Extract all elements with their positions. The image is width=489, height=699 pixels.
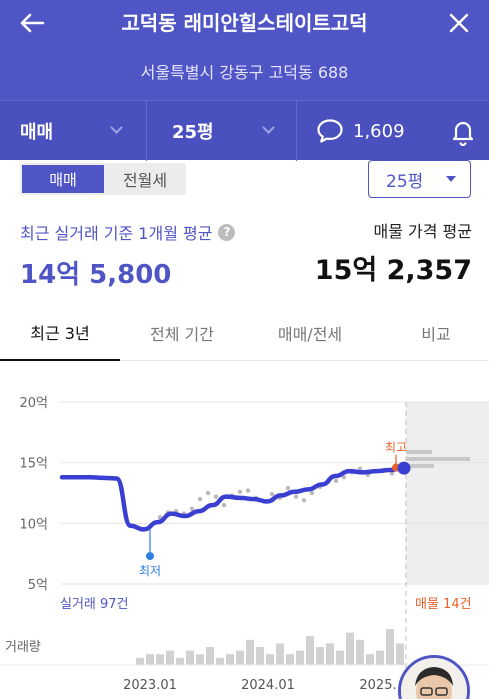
- trade-dot: [301, 498, 307, 503]
- listing-range-bar: [406, 450, 432, 454]
- volume-bar: [166, 650, 174, 665]
- size-select[interactable]: 25평: [172, 101, 282, 161]
- tab-all-period[interactable]: 전체 기간: [150, 325, 214, 344]
- trade-dot: [357, 466, 363, 471]
- x-tick-label: 2023.01: [123, 678, 177, 693]
- trade-price-line: [59, 465, 407, 532]
- current-marker: [397, 461, 411, 475]
- speech-bubble-icon: [316, 118, 344, 144]
- trade-dot: [341, 475, 347, 480]
- trade-count-label: 실거래 97건: [60, 597, 129, 612]
- trade-dot: [189, 506, 195, 511]
- arrow-left-icon[interactable]: [16, 8, 48, 38]
- volume-bar: [326, 643, 334, 665]
- tab-recent-3y[interactable]: 최근 3년: [0, 305, 120, 361]
- close-icon[interactable]: [443, 8, 475, 38]
- period-tabs: 최근 3년 전체 기간 매매/전세 비교: [0, 305, 489, 361]
- comments-count: 1,609: [353, 120, 405, 142]
- volume-bar: [146, 654, 154, 665]
- volume-bar: [256, 647, 264, 665]
- volume-bar: [186, 650, 194, 665]
- divider: [146, 101, 147, 161]
- y-tick-label: 10억: [19, 517, 48, 532]
- volume-bar: [316, 647, 324, 665]
- volume-bar: [246, 639, 254, 665]
- size-label: 25평: [172, 122, 214, 143]
- listing-count-label: 매물 14건: [415, 597, 472, 612]
- y-tick-label: 15억: [19, 457, 48, 472]
- toggle-rent[interactable]: 전월세: [122, 171, 168, 190]
- chevron-down-icon: [110, 121, 123, 134]
- volume-bar: [306, 636, 314, 665]
- trade-type-label: 매매: [20, 122, 54, 143]
- listing-zone: [406, 402, 489, 584]
- volume-bar: [396, 643, 404, 665]
- recent-avg-value: 14억 5,800: [20, 260, 172, 290]
- trade-dot: [269, 492, 275, 497]
- area-dropdown-value: 25평: [386, 171, 424, 192]
- volume-bar: [156, 654, 164, 665]
- volume-bar: [226, 654, 234, 665]
- trade-dot: [221, 502, 227, 508]
- listing-range-bar: [406, 464, 434, 468]
- high-label: 최고: [385, 441, 407, 455]
- trade-dot: [293, 494, 299, 499]
- volume-bar: [136, 657, 144, 665]
- bell-icon[interactable]: [450, 118, 476, 150]
- trade-dot: [213, 494, 219, 499]
- trade-dot: [333, 478, 339, 484]
- volume-bar: [286, 654, 294, 665]
- trade-dot: [237, 489, 243, 494]
- help-icon[interactable]: ?: [218, 223, 236, 241]
- volume-bar: [386, 629, 394, 665]
- volume-bar: [376, 650, 384, 665]
- filter-bar: 매매 25평 1,609: [0, 100, 489, 161]
- volume-label: 거래량: [5, 640, 41, 655]
- caret-down-icon: [446, 176, 456, 182]
- address-text: 서울특별시 강동구 고덕동 688: [140, 63, 349, 82]
- trade-toggle: 매매 전월세: [20, 163, 186, 195]
- page-title: 고덕동 래미안힐스테이트고덕: [121, 11, 368, 35]
- x-tick-label: 2024.01: [241, 678, 295, 693]
- volume-bar: [236, 650, 244, 665]
- volume-bar: [266, 654, 274, 665]
- volume-bar: [196, 654, 204, 665]
- volume-bar: [276, 643, 284, 665]
- recent-avg-label-row: 최근 실거래 기준 1개월 평균 ?: [20, 220, 236, 244]
- app-header: 고덕동 래미안힐스테이트고덕 서울특별시 강동구 고덕동 688: [0, 0, 489, 100]
- low-marker: [146, 552, 154, 561]
- volume-bar: [356, 639, 364, 665]
- volume-bar: [296, 650, 304, 665]
- tab-compare[interactable]: 비교: [421, 325, 451, 344]
- listing-avg-value: 15억 2,357: [314, 255, 472, 286]
- trade-dot: [309, 490, 315, 496]
- trade-dot: [285, 485, 291, 491]
- volume-bar: [206, 647, 214, 665]
- comments-button[interactable]: 1,609: [316, 101, 426, 161]
- listing-range-bar: [406, 457, 470, 461]
- volume-bar: [366, 654, 374, 665]
- trade-dot: [197, 496, 203, 502]
- y-tick-label: 20억: [19, 396, 48, 411]
- divider: [296, 101, 297, 161]
- volume-bar: [346, 632, 354, 665]
- volume-bar: [216, 657, 224, 665]
- chevron-down-icon: [262, 121, 275, 134]
- trade-dot: [245, 488, 251, 493]
- low-label: 최저: [139, 564, 161, 578]
- listing-avg-label: 매물 가격 평균: [373, 222, 473, 241]
- trade-dot: [389, 471, 395, 476]
- tab-sale-rent[interactable]: 매매/전세: [277, 325, 343, 344]
- x-tick-label: 2025.: [359, 678, 396, 693]
- y-tick-label: 5억: [28, 578, 48, 593]
- recent-avg-label: 최근 실거래 기준 1개월 평균: [20, 224, 213, 243]
- trade-dot: [205, 490, 211, 496]
- volume-bar: [176, 657, 184, 665]
- area-dropdown[interactable]: 25평: [368, 160, 471, 198]
- toggle-sale[interactable]: 매매: [22, 165, 104, 193]
- trade-type-select[interactable]: 매매: [20, 101, 130, 161]
- volume-bar: [336, 650, 344, 665]
